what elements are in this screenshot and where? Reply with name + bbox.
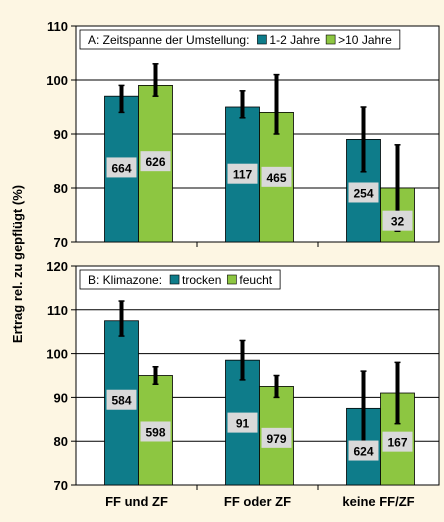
legend-title: A: Zeitspanne der Umstellung: <box>88 33 249 47</box>
legend-swatch <box>325 34 336 45</box>
data-label: 254 <box>353 186 373 200</box>
y-tick-label: 120 <box>46 259 68 274</box>
y-tick-label: 80 <box>54 434 68 449</box>
legend-entry: feucht <box>239 273 272 287</box>
y-tick-label: 70 <box>54 235 68 250</box>
data-label: 117 <box>233 168 253 182</box>
x-category-label: keine FF/ZF <box>342 494 414 509</box>
data-label-box <box>106 157 137 178</box>
y-tick-label: 100 <box>46 73 68 88</box>
x-category-label: FF und ZF <box>105 494 168 509</box>
legend-entry: trocken <box>182 273 221 287</box>
legend-entry: >10 Jahre <box>338 33 392 47</box>
data-label-box <box>382 210 413 231</box>
data-label-box <box>227 163 258 184</box>
y-tick-label: 80 <box>54 181 68 196</box>
data-label-box <box>227 412 258 433</box>
data-label: 91 <box>236 417 250 431</box>
data-label-box <box>140 421 171 442</box>
legend-title: B: Klimazone: <box>88 273 162 287</box>
legend-swatch <box>227 274 237 285</box>
data-label: 167 <box>387 436 407 450</box>
data-label: 626 <box>145 155 165 169</box>
data-label-box <box>382 431 413 452</box>
data-label: 979 <box>266 432 286 446</box>
y-tick-label: 90 <box>54 390 68 405</box>
y-tick-label: 70 <box>54 478 68 493</box>
legend: B: Klimazone: trocken feucht <box>79 269 281 290</box>
x-category-label: FF oder ZF <box>224 494 291 509</box>
data-label: 584 <box>111 394 131 408</box>
legend-entry: 1-2 Jahre <box>269 33 320 47</box>
category-labels: FF und ZF FF oder ZF keine FF/ZF <box>105 494 415 509</box>
data-label-box <box>140 151 171 172</box>
data-label: 624 <box>353 445 373 459</box>
data-label-box <box>261 166 292 187</box>
data-label: 598 <box>145 425 165 439</box>
panel-2: 70 80 90 100 110 120 584 91 624 598 979 167 B: Klima… <box>46 259 440 493</box>
legend-swatch <box>257 34 267 45</box>
data-label-box <box>261 427 292 448</box>
y-tick-label: 90 <box>54 127 68 142</box>
data-label: 465 <box>266 171 286 185</box>
data-label-box <box>348 182 379 203</box>
data-label-box <box>106 389 137 410</box>
y-tick-label: 110 <box>47 19 68 34</box>
data-label-box <box>348 440 379 461</box>
legend: A: Zeitspanne der Umstellung: 1-2 Jahre >1… <box>79 29 401 50</box>
legend-swatch <box>169 274 180 285</box>
panel-1: 70 80 90 100 110 664 117 254 626 465 32 A: Zeitspan… <box>46 19 440 250</box>
data-label: 664 <box>111 161 131 175</box>
legend-frame <box>79 29 401 50</box>
y-tick-label: 110 <box>47 303 68 318</box>
y-axis-label: Ertrag rel. zu gepflügt (%) <box>10 185 25 343</box>
y-tick-label: 100 <box>46 347 68 362</box>
data-label: 32 <box>391 215 405 229</box>
chart-panels: 70 80 90 100 110 664 117 254 626 465 32 A: Zeitspan… <box>46 19 440 493</box>
